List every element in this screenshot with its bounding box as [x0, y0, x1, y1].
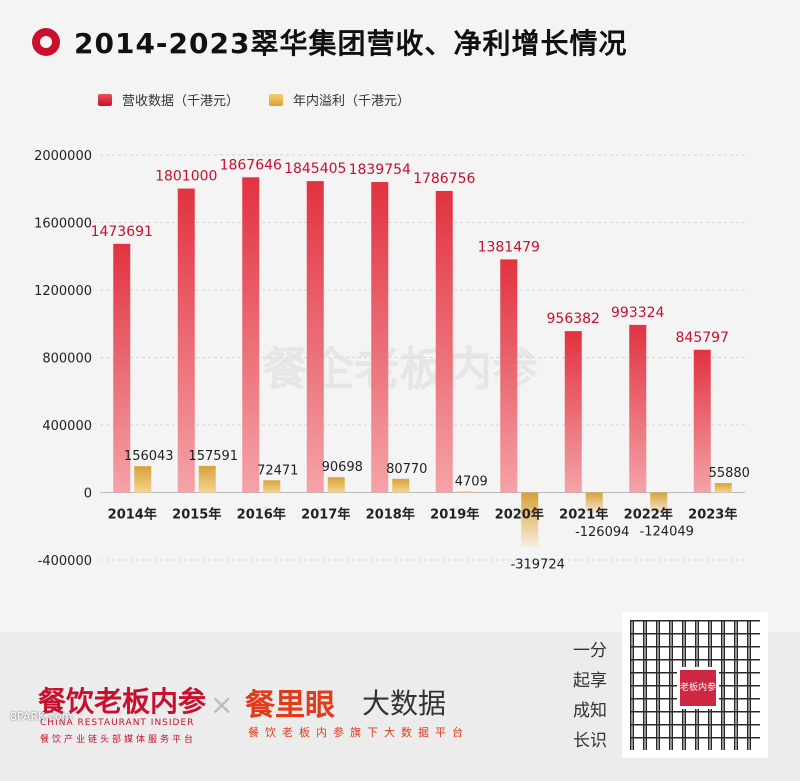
cross-separator: ×: [210, 688, 234, 721]
legend: 营收数据（千港元） 年内溢利（千港元）: [98, 90, 410, 109]
data-label-profit: 4709: [455, 475, 488, 490]
bar-profit: [521, 492, 539, 547]
brand2-tagline: 餐饮老板内参旗下大数据平台: [248, 726, 469, 739]
data-label-profit: 72471: [257, 463, 298, 478]
side-line: 一分: [573, 641, 607, 661]
data-label-profit: -319724: [511, 557, 565, 572]
x-tick-label: 2022年: [624, 507, 673, 523]
bar-revenue: [242, 177, 260, 493]
data-label-profit: 156043: [124, 449, 174, 464]
chart-title: 2014-2023翠华集团营收、净利增长情况: [74, 27, 628, 60]
x-tick-label: 2016年: [237, 507, 286, 523]
brand-logo-text: 餐饮老板内参: [38, 685, 207, 718]
bar-profit: [134, 466, 152, 493]
bar-revenue: [564, 331, 582, 493]
data-label-revenue: 956382: [547, 311, 600, 327]
legend-item-profit: 年内溢利（千港元）: [269, 90, 410, 109]
data-label-profit: 55880: [709, 466, 750, 481]
bar-revenue: [306, 181, 324, 493]
legend-item-revenue: 营收数据（千港元）: [98, 90, 239, 109]
bar-profit: [327, 477, 345, 493]
site-watermark: 8PARK.com: [10, 710, 73, 723]
brand2-logo-text: 餐里眼: [245, 688, 335, 723]
data-label-revenue: 845797: [676, 330, 729, 346]
data-label-revenue: 1473691: [91, 224, 153, 240]
data-label-profit: -126094: [575, 525, 629, 540]
data-label-revenue: 1801000: [155, 169, 217, 185]
brand-tagline: 餐饮产业链头部媒体服务平台: [40, 735, 197, 745]
x-tick-label: 2017年: [301, 507, 350, 523]
y-tick-label: 400000: [42, 419, 92, 434]
data-label-revenue: 1381479: [478, 239, 540, 255]
side-line: 成知: [573, 701, 607, 721]
x-tick-label: 2018年: [366, 507, 415, 523]
legend-label-revenue: 营收数据（千港元）: [122, 94, 240, 109]
bar-revenue: [371, 182, 389, 493]
data-label-profit: 90698: [322, 460, 363, 475]
qr-logo: 老板内参: [677, 667, 719, 709]
bar-profit: [650, 492, 668, 514]
title-bullet-icon: [32, 28, 60, 56]
side-line: 长识: [573, 731, 607, 751]
bar-profit: [456, 491, 474, 493]
bar-profit: [392, 478, 410, 493]
data-label-profit: 80770: [386, 462, 427, 477]
brand-subtitle: CHINA RESTAURANT INSIDER: [40, 718, 195, 728]
data-label-revenue: 1839754: [349, 162, 411, 178]
data-label-revenue: 1786756: [413, 171, 475, 187]
side-slogan: 一分 起享 成知 长识: [560, 636, 620, 756]
x-tick-label: 2021年: [559, 507, 608, 523]
x-tick-label: 2015年: [172, 507, 221, 523]
bar-revenue: [113, 243, 131, 493]
legend-swatch-revenue: [98, 93, 112, 106]
y-tick-label: 2000000: [34, 149, 92, 164]
x-tick-label: 2014年: [108, 507, 157, 523]
bar-profit: [263, 480, 281, 493]
bar-profit: [585, 492, 603, 514]
bar-profit: [198, 465, 216, 493]
data-label-revenue: 1867646: [220, 157, 282, 173]
x-tick-label: 2019年: [430, 507, 479, 523]
side-line: 起享: [573, 671, 607, 691]
data-label-revenue: 1845405: [284, 161, 346, 177]
y-tick-label: -400000: [38, 554, 92, 569]
y-tick-label: 800000: [42, 352, 92, 367]
y-tick-label: 0: [84, 487, 92, 502]
qr-code[interactable]: 老板内参: [622, 612, 768, 758]
chart-watermark: 餐企老板内参: [262, 342, 538, 396]
bar-profit: [714, 483, 732, 493]
x-tick-label: 2020年: [495, 507, 544, 523]
footer: 餐饮老板内参 CHINA RESTAURANT INSIDER 餐饮产业链头部媒…: [0, 612, 800, 781]
legend-label-profit: 年内溢利（千港元）: [293, 94, 411, 109]
brand2-suffix: 大数据: [362, 687, 447, 720]
bar-revenue: [500, 259, 518, 493]
y-tick-label: 1600000: [34, 217, 92, 232]
data-label-profit: 157591: [188, 449, 238, 464]
legend-swatch-profit: [269, 93, 284, 106]
bar-revenue: [435, 190, 453, 493]
y-tick-label: 1200000: [34, 284, 92, 299]
title-bar: 2014-2023翠华集团营收、净利增长情况: [32, 22, 627, 62]
bar-revenue: [629, 324, 647, 493]
data-label-profit: -124049: [640, 524, 694, 539]
bar-revenue: [177, 188, 195, 493]
bar-revenue: [693, 349, 711, 493]
bar-chart: 2000000 1600000 1200000 800000 400000 0 -40000…: [34, 149, 750, 572]
data-label-revenue: 993324: [611, 305, 665, 321]
x-tick-label: 2023年: [688, 507, 737, 523]
qr-pattern: 老板内参: [630, 620, 760, 750]
